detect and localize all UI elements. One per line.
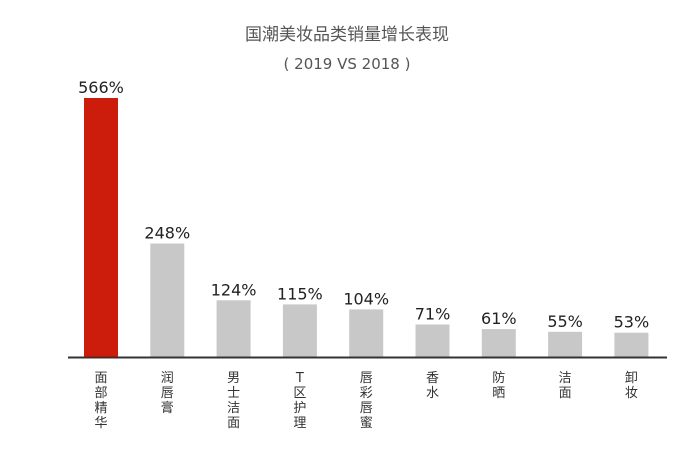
bar-1 bbox=[150, 243, 185, 357]
chart-subtitle: ( 2019 VS 2018 ) bbox=[284, 55, 411, 73]
chart-title: 国潮美妆品类销量增长表现 bbox=[245, 25, 449, 45]
category-label-2: 男士洁面 bbox=[227, 371, 240, 431]
category-label-0: 面部精华 bbox=[94, 371, 107, 431]
category-label-5: 香水 bbox=[426, 371, 439, 401]
value-label-2: 124% bbox=[211, 280, 257, 299]
category-label-8: 卸妆 bbox=[625, 370, 638, 401]
value-label-0: 566% bbox=[78, 78, 124, 97]
bar-2 bbox=[216, 300, 251, 357]
bar-4 bbox=[349, 309, 384, 357]
bar-3 bbox=[282, 304, 317, 357]
category-label-1: 润唇膏 bbox=[161, 371, 174, 416]
category-label-6: 防晒 bbox=[492, 370, 505, 401]
bar-0 bbox=[84, 98, 118, 357]
category-label-7: 洁面 bbox=[559, 371, 572, 401]
bar-6 bbox=[481, 329, 516, 357]
bar-8 bbox=[614, 332, 649, 357]
value-label-5: 71% bbox=[415, 305, 451, 324]
value-label-1: 248% bbox=[144, 224, 190, 243]
value-label-7: 55% bbox=[547, 312, 583, 331]
bars-layer: 566% 面部精华 248% 润唇膏 124% 男士洁面 115% T 区护理 104% 唇彩唇蜜 7… bbox=[78, 78, 649, 431]
category-label-4: 唇彩唇蜜 bbox=[360, 371, 373, 431]
value-label-4: 104% bbox=[343, 289, 389, 308]
value-label-3: 115% bbox=[277, 284, 323, 303]
bar-5 bbox=[415, 324, 450, 357]
category-label-3: T 区护理 bbox=[293, 371, 306, 431]
bar-7 bbox=[548, 331, 583, 357]
value-label-6: 61% bbox=[481, 309, 517, 328]
value-label-8: 53% bbox=[614, 313, 650, 332]
